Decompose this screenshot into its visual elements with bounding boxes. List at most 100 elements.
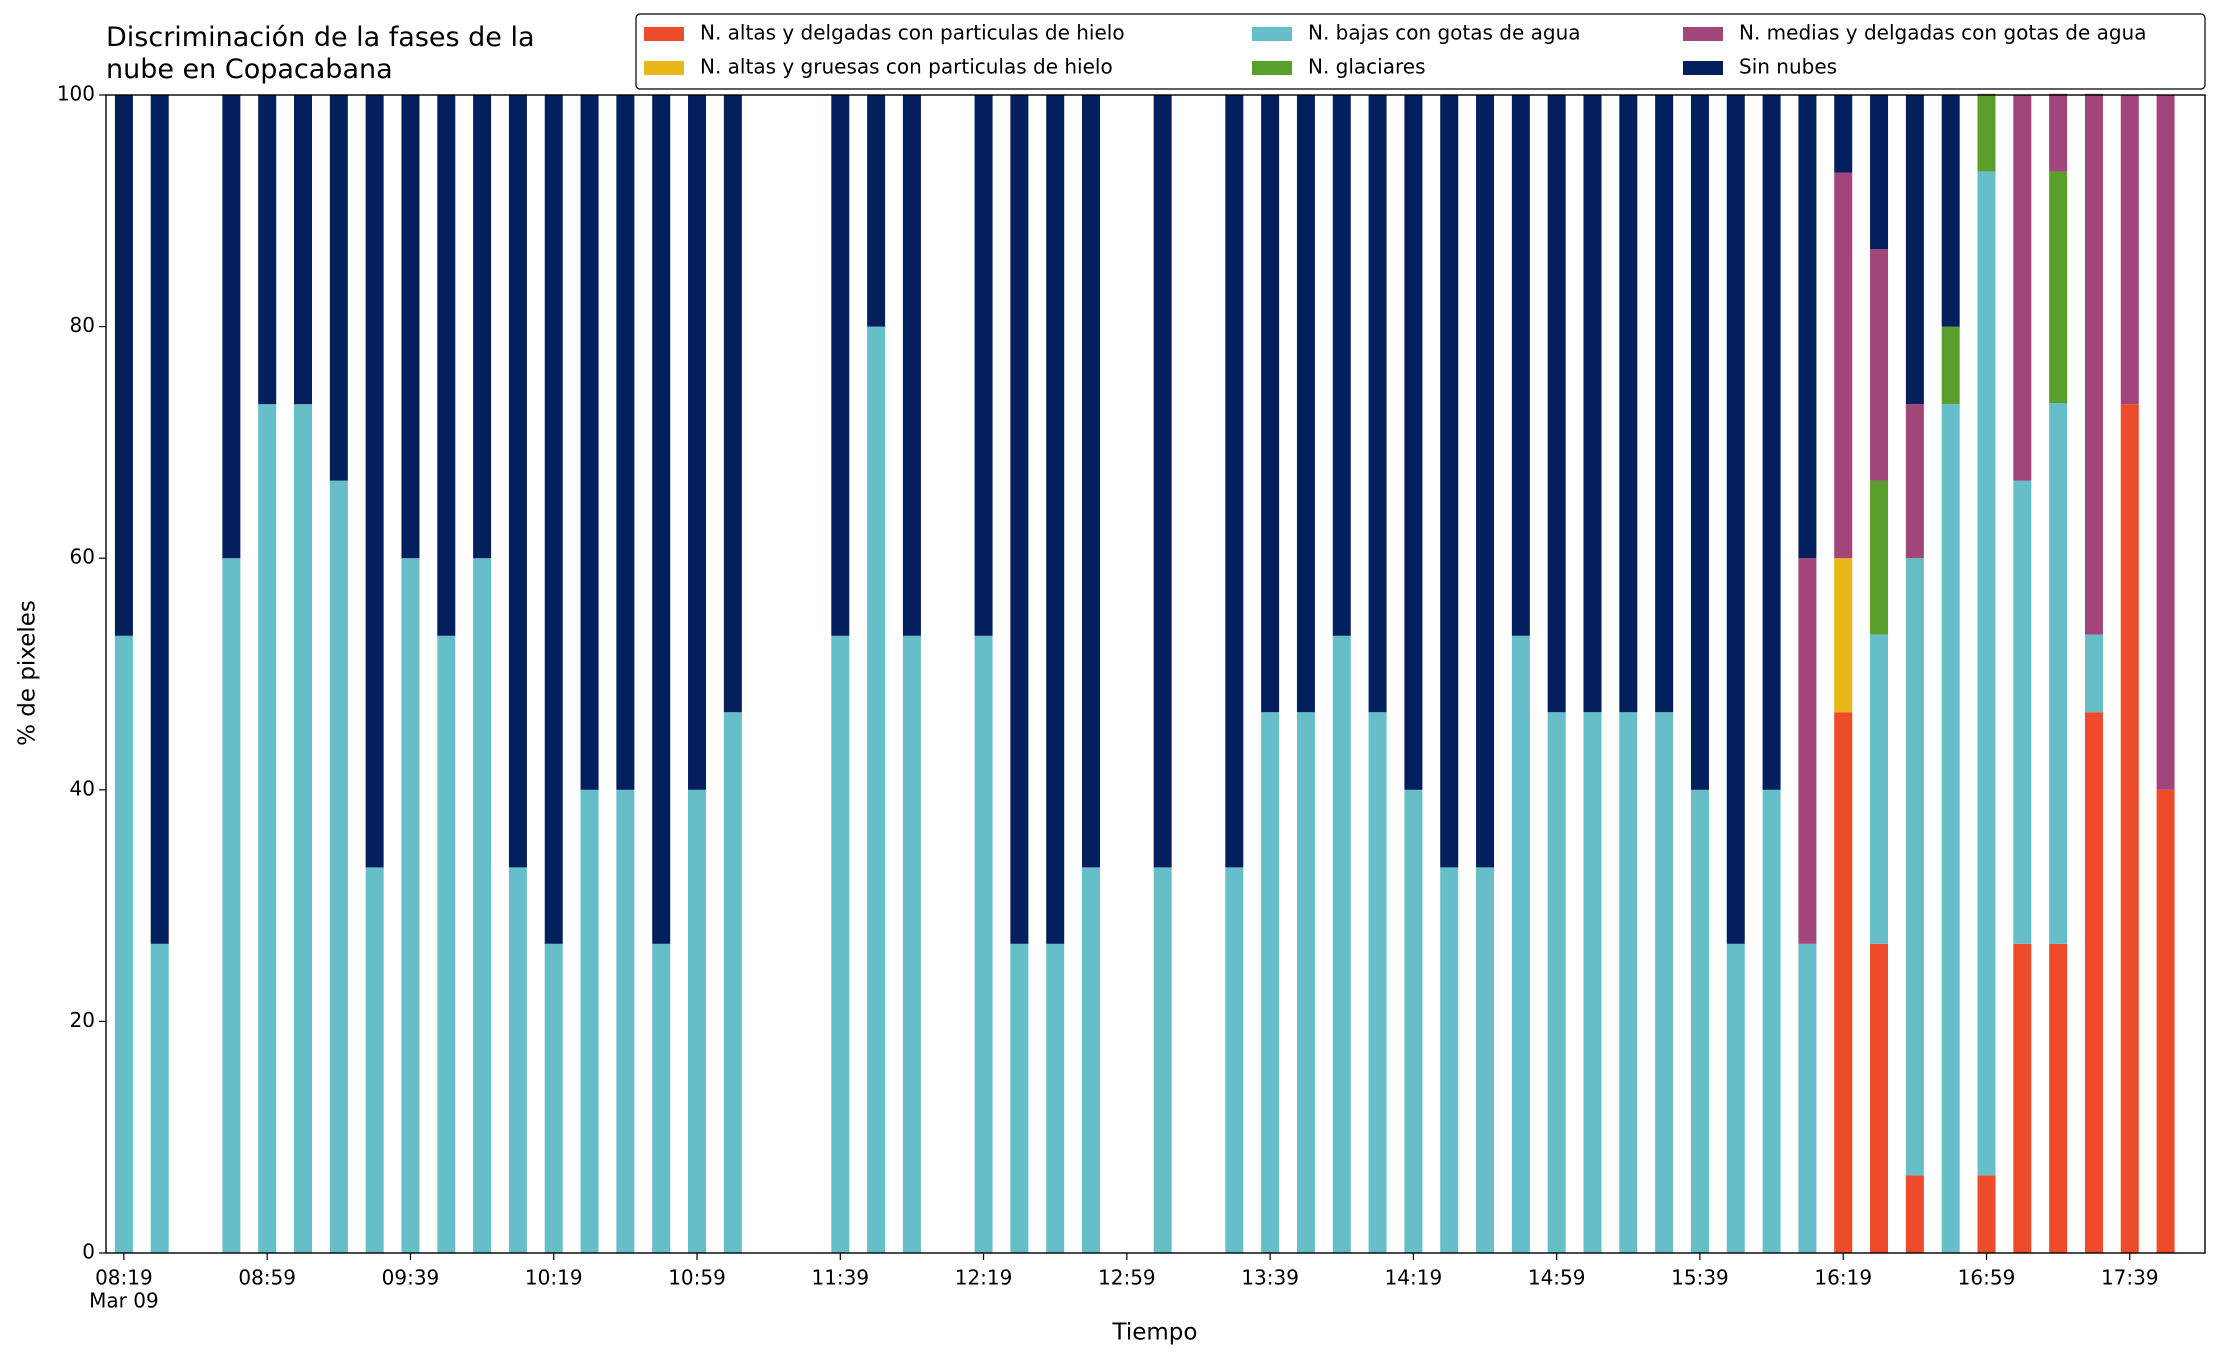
bar-segment	[1296, 95, 1315, 713]
bar-segment	[1726, 95, 1745, 944]
bar-segment	[1762, 789, 1781, 1253]
y-tick-label: 0	[82, 1240, 95, 1264]
x-tick-label: 08:59	[238, 1266, 296, 1290]
bar-segment	[580, 95, 599, 790]
bar-segment	[437, 95, 456, 636]
bar-segment	[1404, 789, 1423, 1253]
y-tick-label: 20	[70, 1008, 95, 1032]
bar-segment	[1547, 95, 1566, 713]
bar-segment	[1583, 95, 1602, 713]
bar-segment	[437, 635, 456, 1253]
bar-segment	[294, 404, 313, 1253]
bar-segment	[1261, 95, 1280, 713]
bar-segment	[1010, 95, 1029, 944]
bar-segment	[2084, 634, 2103, 713]
legend-box	[635, 13, 2206, 90]
chart-title: Discriminación de la fases de la nube en…	[106, 22, 535, 85]
bar-segment	[1834, 172, 1853, 559]
x-tick-label: 14:59	[1528, 1266, 1586, 1290]
y-tick-label: 100	[57, 82, 95, 106]
bar-segment	[1046, 95, 1065, 944]
x-tick-label: 16:19	[1814, 1266, 1872, 1290]
bar-segment	[2156, 789, 2175, 1253]
x-tick-label: 12:59	[1098, 1266, 1156, 1290]
bar-segment	[1977, 93, 1996, 172]
legend-swatch	[644, 27, 684, 41]
bar-segment	[1905, 404, 1924, 559]
bar-segment	[1870, 480, 1889, 635]
legend-label: N. medias y delgadas con gotas de agua	[1739, 21, 2147, 45]
x-tick-label: 13:39	[1241, 1266, 1299, 1290]
x-tick-label: 12:19	[955, 1266, 1013, 1290]
bar-segment	[867, 95, 886, 327]
bar-segment	[1082, 95, 1101, 868]
bar-segment	[2084, 93, 2103, 635]
bar-segment	[508, 867, 527, 1253]
x-axis-label: Tiempo	[1112, 1320, 1198, 1346]
bar-segment	[1834, 95, 1853, 173]
y-tick-label: 60	[70, 545, 95, 569]
bar-segment	[831, 95, 850, 636]
bar-segment	[1296, 712, 1315, 1253]
bar-segment	[2084, 712, 2103, 1253]
bar-segment	[401, 95, 420, 559]
bar-segment	[723, 95, 742, 713]
bar-segment	[1440, 867, 1459, 1253]
bar-segment	[2013, 95, 2032, 481]
bar-segment	[473, 95, 492, 559]
bar-segment	[1583, 712, 1602, 1253]
bar-segment	[1941, 404, 1960, 1253]
bar-segment	[1332, 95, 1351, 636]
bar-segment	[1153, 867, 1172, 1253]
bar-segment	[580, 789, 599, 1253]
legend-swatch	[1683, 27, 1723, 41]
legend-label: N. glaciares	[1308, 55, 1426, 79]
bar-segment	[329, 95, 348, 481]
bar-segment	[2120, 404, 2139, 1253]
plot-frame	[105, 94, 2206, 1254]
bar-segment	[1905, 1175, 1924, 1253]
x-tick-label: 09:39	[382, 1266, 440, 1290]
x-tick-label: 15:39	[1671, 1266, 1729, 1290]
bar-segment	[2156, 95, 2175, 790]
bar-segment	[974, 95, 993, 636]
bar-segment	[974, 635, 993, 1253]
bar-segment	[365, 95, 384, 868]
bar-segment	[867, 326, 886, 1254]
bar-segment	[652, 943, 671, 1253]
bar-segment	[831, 635, 850, 1253]
bar-segment	[329, 480, 348, 1253]
bar-segment	[1977, 171, 1996, 1176]
bar-segment	[1619, 95, 1638, 713]
bar-segment	[2013, 480, 2032, 944]
bar-segment	[365, 867, 384, 1253]
bar-segment	[1726, 943, 1745, 1253]
bar-segment	[1870, 634, 1889, 944]
bar-segment	[150, 95, 169, 944]
y-tick-label: 80	[70, 313, 95, 337]
bar-segment	[1762, 95, 1781, 790]
bar-segment	[1082, 867, 1101, 1253]
bar-segment	[473, 558, 492, 1253]
x-tick-label: 17:39	[2101, 1266, 2159, 1290]
bar-segment	[1153, 95, 1172, 868]
bar-segment	[508, 95, 527, 868]
bar-segment	[1225, 867, 1244, 1253]
bar-segment	[1547, 712, 1566, 1253]
legend-label: N. altas y gruesas con particulas de hie…	[700, 55, 1113, 79]
bar-segment	[1834, 558, 1853, 713]
legend-swatch	[1683, 61, 1723, 75]
legend-swatch	[1252, 27, 1292, 41]
legend-label: N. altas y delgadas con particulas de hi…	[700, 21, 1125, 45]
x-tick-label: 10:19	[525, 1266, 583, 1290]
bar-segment	[1798, 95, 1817, 559]
bar-segment	[1870, 943, 1889, 1253]
bar-segment	[1476, 867, 1495, 1253]
bar-segment	[616, 95, 635, 790]
x-tick-label: 14:19	[1385, 1266, 1443, 1290]
x-tick-label: 08:19	[95, 1266, 153, 1290]
bar-segment	[1010, 943, 1029, 1253]
bar-segment	[150, 943, 169, 1253]
